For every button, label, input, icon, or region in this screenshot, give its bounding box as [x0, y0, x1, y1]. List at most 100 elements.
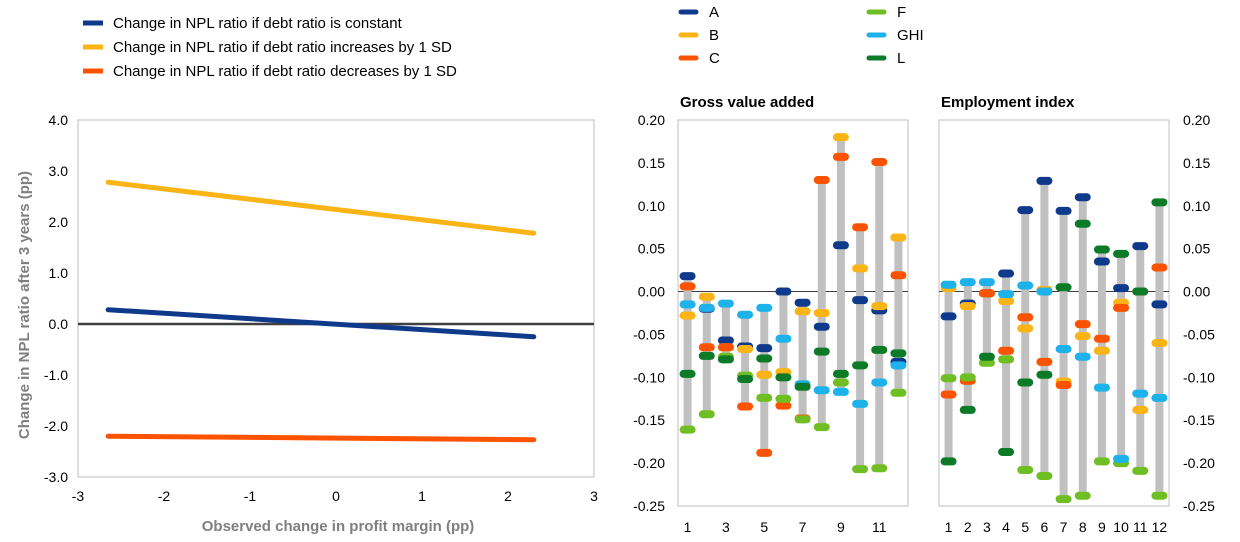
left-x-tick-label: -3 — [72, 488, 85, 504]
marker-l-11 — [1132, 287, 1149, 296]
marker-f-4 — [998, 355, 1015, 364]
marker-c-10 — [852, 223, 869, 232]
panel-y-tick-label: -0.05 — [1183, 326, 1215, 342]
marker-ghi-8 — [813, 386, 830, 395]
panel-x-tick-label: 8 — [1079, 519, 1087, 535]
marker-c-10 — [1113, 303, 1130, 312]
left-x-tick-label: 3 — [590, 488, 598, 504]
left-x-axis-label: Observed change in profit margin (pp) — [202, 518, 475, 535]
panel-y-tick-label: -0.25 — [1183, 498, 1215, 514]
left-x-tick-label: -2 — [158, 488, 171, 504]
marker-c-9 — [1093, 334, 1110, 343]
marker-l-10 — [852, 361, 869, 370]
right-legend-label: C — [709, 50, 720, 67]
marker-f-11 — [871, 464, 888, 473]
marker-f-7 — [1055, 495, 1072, 504]
marker-f-1 — [679, 425, 696, 434]
left-x-tick-label: 2 — [504, 488, 512, 504]
marker-l-8 — [813, 347, 830, 356]
panel-x-tick-label: 11 — [872, 519, 887, 535]
marker-l-4 — [737, 375, 754, 384]
marker-c-3 — [978, 289, 995, 298]
marker-l-3 — [978, 352, 995, 361]
marker-f-9 — [1093, 457, 1110, 466]
marker-b-2 — [959, 302, 976, 311]
marker-f-6 — [775, 394, 792, 403]
marker-ghi-6 — [1036, 287, 1053, 296]
marker-l-12 — [1151, 198, 1168, 207]
marker-b-7 — [794, 307, 811, 316]
panel-x-tick-label: 11 — [1133, 519, 1148, 535]
marker-a-7 — [794, 298, 811, 307]
marker-a-5 — [1017, 206, 1034, 215]
marker-c-6 — [1036, 357, 1053, 366]
panel-x-tick-label: 1 — [945, 519, 953, 535]
marker-ghi-1 — [940, 280, 957, 289]
marker-c-9 — [832, 152, 849, 161]
marker-b-2 — [698, 292, 715, 301]
marker-a-7 — [1055, 206, 1072, 215]
range-bar — [963, 282, 972, 410]
marker-b-5 — [1017, 324, 1034, 333]
range-bar — [817, 180, 826, 428]
left-x-axis: -3 -2 -1 0 1 2 3 — [72, 488, 598, 504]
range-bar — [944, 284, 953, 462]
left-legend-label: Change in NPL ratio if debt ratio increa… — [113, 39, 452, 56]
panel-y-tick-label: 0.00 — [1183, 284, 1210, 300]
panel-y-tick-label: -0.20 — [1183, 455, 1215, 471]
range-bar — [798, 302, 807, 420]
range-bar — [1117, 253, 1126, 464]
panel-y-tick-label: 0.05 — [638, 241, 665, 257]
right-legend-label: GHI — [897, 27, 924, 44]
marker-c-5 — [756, 448, 773, 457]
marker-a-9 — [832, 241, 849, 250]
right-legend-label: F — [897, 4, 906, 21]
panel-y-tick-label: -0.15 — [633, 412, 665, 428]
gva-y-axis: 0.20 0.15 0.10 0.05 0.00 -0.05 -0.10 -0.15 -0.20… — [633, 112, 665, 514]
marker-l-1 — [679, 369, 696, 378]
panel-x-tick-label: 3 — [983, 519, 991, 535]
left-series-group — [78, 179, 594, 443]
marker-a-6 — [775, 287, 792, 296]
marker-f-2 — [698, 410, 715, 419]
panel-y-tick-label: 0.15 — [1183, 155, 1210, 171]
panel-x-tick-label: 7 — [799, 519, 807, 535]
panel-y-tick-label: -0.15 — [1183, 412, 1215, 428]
marker-ghi-10 — [1113, 454, 1130, 463]
marker-b-8 — [1074, 332, 1091, 341]
marker-l-9 — [1093, 245, 1110, 254]
panel-y-tick-label: -0.05 — [633, 326, 665, 342]
left-y-axis-label: Change in NPL ratio after 3 years (pp) — [16, 171, 33, 439]
left-y-axis: 4.0 3.0 2.0 1.0 0.0 -1.0 -2.0 -3.0 — [44, 112, 68, 485]
employment-plot-area — [938, 119, 1170, 507]
range-bar — [1059, 210, 1068, 500]
marker-f-5 — [756, 393, 773, 402]
panel-y-tick-label: -0.10 — [633, 369, 665, 385]
marker-b-1 — [679, 311, 696, 320]
marker-l-1 — [940, 457, 957, 466]
right-legend-label: B — [709, 27, 719, 44]
panel-x-tick-label: 9 — [1098, 519, 1106, 535]
range-bar — [1097, 249, 1106, 462]
marker-l-2 — [959, 405, 976, 414]
left-y-tick-label: -2.0 — [44, 418, 68, 434]
panel-x-tick-label: 7 — [1060, 519, 1068, 535]
marker-b-10 — [852, 264, 869, 273]
marker-ghi-9 — [1093, 383, 1110, 392]
panel-y-tick-label: 0.20 — [1183, 112, 1210, 128]
panel-x-tick-label: 4 — [1002, 519, 1010, 535]
marker-c-12 — [890, 271, 907, 280]
marker-f-9 — [832, 378, 849, 387]
marker-c-1 — [679, 282, 696, 291]
range-bar — [1040, 180, 1049, 476]
range-bar — [721, 303, 730, 360]
panel-y-tick-label: -0.20 — [633, 455, 665, 471]
marker-a-3 — [717, 336, 734, 345]
panel-x-tick-label: 9 — [837, 519, 845, 535]
panel-x-tick-label: 1 — [684, 519, 692, 535]
marker-l-6 — [1036, 370, 1053, 379]
right-legend: ABC F GHI L — [678, 4, 924, 67]
marker-f-2 — [959, 373, 976, 382]
marker-f-8 — [813, 423, 830, 432]
left-y-tick-label: 1.0 — [49, 265, 69, 281]
